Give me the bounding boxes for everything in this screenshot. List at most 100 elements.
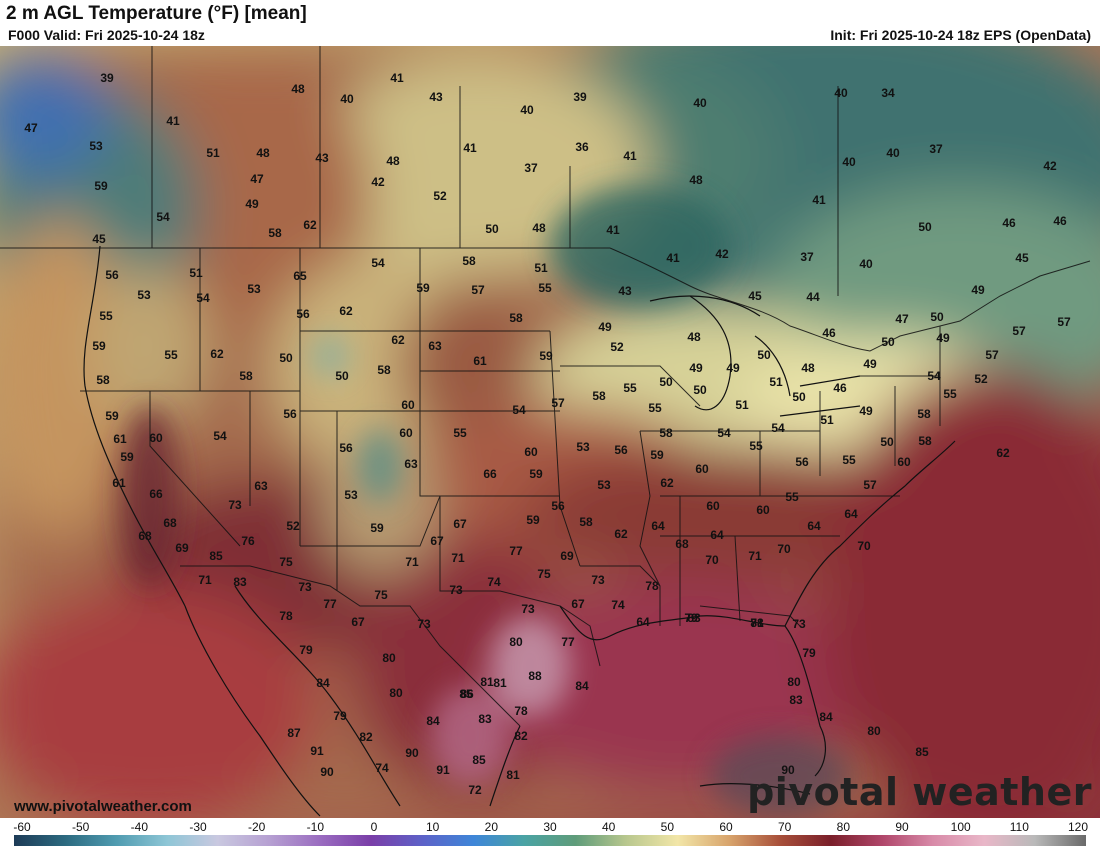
temperature-value: 62: [996, 446, 1010, 460]
temperature-value: 48: [801, 361, 815, 375]
temperature-value: 67: [571, 597, 585, 611]
temperature-value: 81: [0, 46, 7, 49]
temperature-value: 48: [256, 146, 270, 160]
temperature-value: 61: [112, 476, 126, 490]
temperature-value: 50: [918, 220, 932, 234]
temperature-value: 57: [1012, 324, 1026, 338]
temperature-value: 85: [0, 46, 7, 49]
temperature-value: 87: [0, 46, 7, 49]
temperature-value: 54: [927, 369, 941, 383]
scale-tick-label: 70: [777, 820, 792, 834]
scale-tick-label: 100: [950, 820, 971, 834]
temperature-value: 60: [756, 503, 770, 517]
temperature-value: 58: [509, 311, 523, 325]
temperature-value: 55: [623, 381, 637, 395]
temperature-value: 72: [468, 783, 482, 797]
temperature-value: 49: [863, 357, 877, 371]
temperature-value: 84: [575, 679, 589, 693]
temperature-value: 48: [532, 221, 546, 235]
temperature-value: 49: [859, 404, 873, 418]
temperature-value: 59: [370, 521, 384, 535]
temperature-value: 71: [451, 551, 465, 565]
scale-tick-label: 40: [601, 820, 616, 834]
temperature-value: 70: [777, 542, 791, 556]
temperature-value: 40: [859, 257, 873, 271]
temperature-value: 59: [105, 409, 119, 423]
temperature-value: 78: [750, 616, 764, 630]
scale-tick-label: 10: [425, 820, 440, 834]
temperature-value: 90: [781, 763, 795, 777]
temperature-value: 84: [819, 710, 833, 724]
temperature-value: 50: [659, 375, 673, 389]
temperature-value: 71: [405, 555, 419, 569]
scale-tick-label: 90: [895, 820, 909, 834]
temperature-value: 56: [551, 499, 565, 513]
temperature-value: 58: [462, 254, 476, 268]
temperature-value: 90: [320, 765, 334, 779]
temperature-value: 76: [241, 534, 255, 548]
color-scale-ticks: -60 -50 -40 -30 -20 -10 0 10 20 30 40 50 60 70 80 90 100…: [0, 818, 1100, 835]
temperature-value: 78: [645, 579, 659, 593]
temperature-value: 58: [659, 426, 673, 440]
temperature-value: 54: [771, 421, 785, 435]
scale-tick-label: 50: [660, 820, 675, 834]
temperature-value: 59: [539, 349, 553, 363]
temperature-value: 55: [538, 281, 552, 295]
temperature-value: 60: [524, 445, 538, 459]
temperature-value: 81: [480, 675, 494, 689]
scale-tick-label: 20: [484, 820, 499, 834]
temperature-value: 68: [675, 537, 689, 551]
temperature-value: 77: [509, 544, 523, 558]
temperature-value: 57: [985, 348, 999, 362]
temperature-value: 50: [881, 335, 895, 349]
temperature-value: 48: [687, 330, 701, 344]
temperature-value: 54: [512, 403, 526, 417]
temperature-value: 53: [597, 478, 611, 492]
temperature-value: 56: [614, 443, 628, 457]
temperature-value: 52: [610, 340, 624, 354]
temperature-map[interactable]: 39 41 48 40 43 40 39 40 40 34 47 41 53 51 48 43 48 41 36 41…: [0, 46, 1100, 818]
temperature-value: 60: [695, 462, 709, 476]
temperature-value: 75: [279, 555, 293, 569]
temperature-value: 61: [113, 432, 127, 446]
temperature-value: 51: [820, 413, 834, 427]
scale-tick-label: -50: [71, 820, 90, 834]
site-url[interactable]: www.pivotalweather.com: [14, 798, 192, 815]
temperature-value: 60: [897, 455, 911, 469]
temperature-value: 58: [917, 407, 931, 421]
temperature-value: 37: [524, 161, 538, 175]
temperature-value: 50: [792, 390, 806, 404]
temperature-value: 63: [404, 457, 418, 471]
temperature-value: 59: [92, 339, 106, 353]
map-borders: [0, 46, 1091, 727]
temperature-value: 40: [886, 146, 900, 160]
temperature-value: 53: [247, 282, 261, 296]
temperature-value: 55: [943, 387, 957, 401]
temperature-value: 91: [436, 763, 450, 777]
map-title: 2 m AGL Temperature (°F) [mean]: [6, 3, 307, 24]
temperature-value: 57: [1057, 315, 1071, 329]
temperature-value: 81: [493, 676, 507, 690]
temperature-value: 55: [164, 348, 178, 362]
temperature-value: 74: [375, 761, 389, 775]
temperature-value: 85: [459, 687, 473, 701]
temperature-detail: [120, 186, 850, 816]
temperature-value: 66: [483, 467, 497, 481]
temperature-value: 78: [279, 609, 293, 623]
temperature-value: 60: [706, 499, 720, 513]
scale-tick-label: 80: [836, 820, 851, 834]
temperature-value: 59: [650, 448, 664, 462]
temperature-value: 57: [471, 283, 485, 297]
temperature-value: 73: [298, 580, 312, 594]
temperature-value: 55: [785, 490, 799, 504]
scale-tick-label: -60: [13, 820, 31, 834]
temperature-value: 62: [660, 476, 674, 490]
brand-logo: pivotal weather: [747, 770, 1092, 814]
coastlines: [83, 245, 956, 817]
temperature-value: 59: [416, 281, 430, 295]
scale-tick-label: -40: [130, 820, 148, 834]
temperature-value: 62: [614, 527, 628, 541]
temperature-value: 83: [789, 693, 803, 707]
scale-tick-label: -20: [247, 820, 266, 834]
temperature-value: 59: [94, 179, 108, 193]
